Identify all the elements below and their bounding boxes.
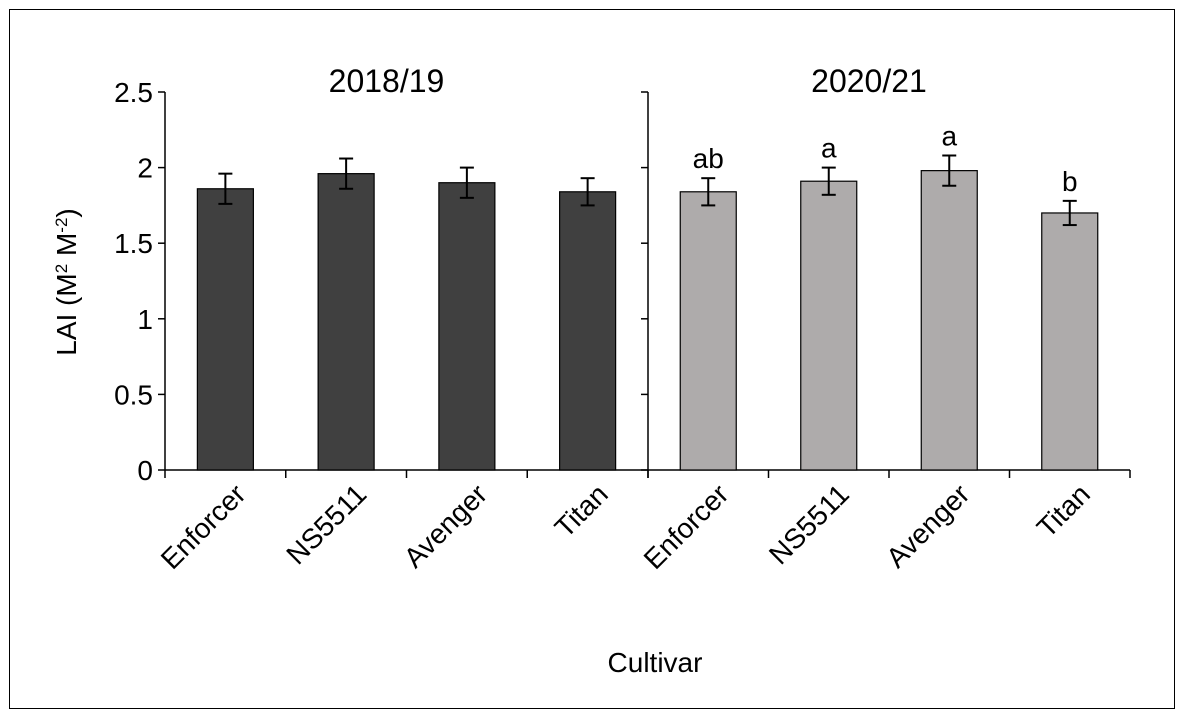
significance-letter: a <box>941 121 957 152</box>
y-tick-label: 2 <box>137 153 153 184</box>
bar-enforcer <box>196 188 254 471</box>
x-tick-label: Avenger <box>880 478 975 573</box>
bar-avenger <box>438 182 496 471</box>
bar-avenger <box>920 170 978 471</box>
x-tick-label: Avenger <box>398 478 493 573</box>
y-tick-label: 2.5 <box>114 77 153 108</box>
lai-bar-chart: Cultivar 0 0.5 1 1.5 2 2.5 Enforcer NS5511 Aveng… <box>51 63 1131 678</box>
bar-enforcer <box>679 191 737 471</box>
y-tick-label: 0.5 <box>114 379 153 410</box>
x-tick-label: NS5511 <box>280 478 372 570</box>
x-tick-label: Titan <box>1031 478 1096 543</box>
y-tick-label: 0 <box>137 455 153 486</box>
y-tick-label: 1 <box>137 304 153 335</box>
significance-letter: a <box>821 133 837 164</box>
bar-ns5511 <box>800 180 858 471</box>
x-axis-label: Cultivar <box>608 647 703 678</box>
x-tick-label: Enforcer <box>155 478 252 575</box>
bar-titan <box>1041 212 1099 471</box>
panel-2: ab Enforcer a NS5511 a Avenger b Titan 2020/21 <box>638 63 1131 575</box>
panel-1: 0 0.5 1 1.5 2 2.5 Enforcer NS5511 Avenger Titan 20… <box>114 63 649 575</box>
x-tick-label: NS5511 <box>763 478 855 570</box>
x-tick-label: Enforcer <box>638 478 735 575</box>
bar-titan <box>559 191 617 471</box>
y-tick-label: 1.5 <box>114 228 153 259</box>
y-axis-label: LAI (M2 M-2) <box>51 208 82 356</box>
bar-ns5511 <box>317 173 375 471</box>
panel-title: 2018/19 <box>329 63 445 99</box>
significance-letter: b <box>1062 166 1078 197</box>
panel-title: 2020/21 <box>811 63 927 99</box>
x-tick-label: Titan <box>549 478 614 543</box>
significance-letter: ab <box>693 143 724 174</box>
